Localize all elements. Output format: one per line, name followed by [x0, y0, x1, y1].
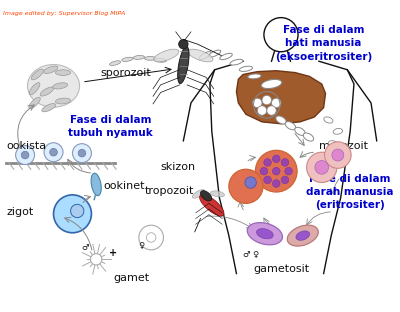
Circle shape: [72, 144, 92, 163]
Ellipse shape: [133, 56, 144, 59]
Ellipse shape: [296, 231, 310, 240]
Ellipse shape: [144, 56, 156, 60]
Ellipse shape: [42, 104, 56, 112]
Circle shape: [78, 149, 86, 157]
Ellipse shape: [53, 83, 68, 89]
Ellipse shape: [285, 122, 296, 130]
Text: Fase di dalam
darah manusia
(eritrositer): Fase di dalam darah manusia (eritrositer…: [306, 174, 394, 210]
Text: gamet: gamet: [113, 273, 149, 283]
Text: +: +: [109, 248, 117, 258]
Circle shape: [272, 180, 280, 187]
Text: tropozoit: tropozoit: [144, 186, 194, 196]
Circle shape: [332, 149, 344, 161]
Ellipse shape: [110, 61, 121, 66]
Circle shape: [257, 106, 267, 115]
Circle shape: [229, 169, 263, 203]
Circle shape: [272, 155, 280, 163]
Ellipse shape: [276, 116, 286, 124]
Ellipse shape: [287, 225, 318, 246]
Circle shape: [281, 176, 289, 184]
Ellipse shape: [31, 69, 44, 80]
Ellipse shape: [188, 49, 213, 62]
Ellipse shape: [40, 87, 54, 96]
Text: Fase di dalam
hati manusia
(eksoeritrositer): Fase di dalam hati manusia (eksoeritrosi…: [275, 25, 372, 61]
Text: gametosit: gametosit: [253, 264, 309, 274]
Ellipse shape: [91, 173, 101, 196]
Circle shape: [252, 98, 262, 108]
Text: ♀: ♀: [252, 250, 258, 259]
Ellipse shape: [56, 98, 70, 104]
Ellipse shape: [155, 58, 166, 62]
Ellipse shape: [230, 59, 243, 65]
Text: ookinet: ookinet: [104, 181, 145, 191]
Circle shape: [146, 233, 156, 242]
Ellipse shape: [29, 83, 40, 95]
Circle shape: [255, 150, 297, 192]
Ellipse shape: [154, 49, 179, 62]
Ellipse shape: [200, 191, 212, 201]
Ellipse shape: [210, 191, 224, 197]
Ellipse shape: [261, 79, 282, 89]
Circle shape: [90, 254, 102, 265]
Circle shape: [16, 146, 34, 164]
Circle shape: [260, 167, 268, 175]
Text: ♀: ♀: [138, 241, 145, 250]
Ellipse shape: [208, 50, 221, 57]
Ellipse shape: [248, 74, 261, 79]
Text: skizon: skizon: [160, 162, 196, 172]
Circle shape: [54, 195, 92, 233]
Ellipse shape: [328, 141, 338, 147]
Text: ookista: ookista: [6, 141, 46, 151]
Circle shape: [267, 106, 276, 115]
Circle shape: [324, 142, 351, 168]
Circle shape: [50, 149, 57, 156]
Ellipse shape: [199, 51, 211, 59]
Circle shape: [245, 177, 256, 188]
Circle shape: [262, 95, 272, 105]
Ellipse shape: [303, 133, 314, 141]
Ellipse shape: [122, 57, 133, 61]
Circle shape: [264, 176, 271, 184]
Ellipse shape: [44, 66, 58, 73]
Text: zigot: zigot: [6, 207, 33, 217]
Ellipse shape: [29, 97, 40, 109]
Circle shape: [306, 152, 337, 183]
Circle shape: [285, 167, 292, 175]
Ellipse shape: [239, 66, 252, 71]
Text: Image edited by: Supervisor Blog MIPA: Image edited by: Supervisor Blog MIPA: [3, 11, 126, 16]
Circle shape: [281, 159, 289, 166]
Circle shape: [272, 167, 280, 175]
Ellipse shape: [256, 229, 273, 239]
Text: ♂: ♂: [81, 243, 88, 252]
Circle shape: [264, 159, 271, 166]
Circle shape: [70, 204, 84, 217]
Circle shape: [315, 161, 328, 174]
Ellipse shape: [220, 53, 232, 60]
Polygon shape: [236, 71, 326, 124]
Ellipse shape: [56, 70, 70, 76]
Ellipse shape: [28, 65, 80, 107]
Ellipse shape: [324, 117, 333, 123]
Ellipse shape: [200, 195, 224, 216]
Circle shape: [272, 98, 281, 108]
Ellipse shape: [333, 129, 342, 134]
Circle shape: [21, 151, 29, 159]
Circle shape: [139, 225, 164, 250]
Text: merozoit: merozoit: [319, 141, 368, 151]
Text: sporozoit: sporozoit: [101, 68, 152, 78]
Ellipse shape: [178, 46, 189, 84]
Ellipse shape: [192, 190, 205, 198]
Ellipse shape: [247, 223, 282, 245]
Circle shape: [44, 143, 63, 162]
Text: Fase di dalam
tubuh nyamuk: Fase di dalam tubuh nyamuk: [68, 115, 153, 139]
Ellipse shape: [295, 127, 305, 135]
Text: ♂: ♂: [242, 250, 250, 259]
Circle shape: [179, 39, 188, 49]
